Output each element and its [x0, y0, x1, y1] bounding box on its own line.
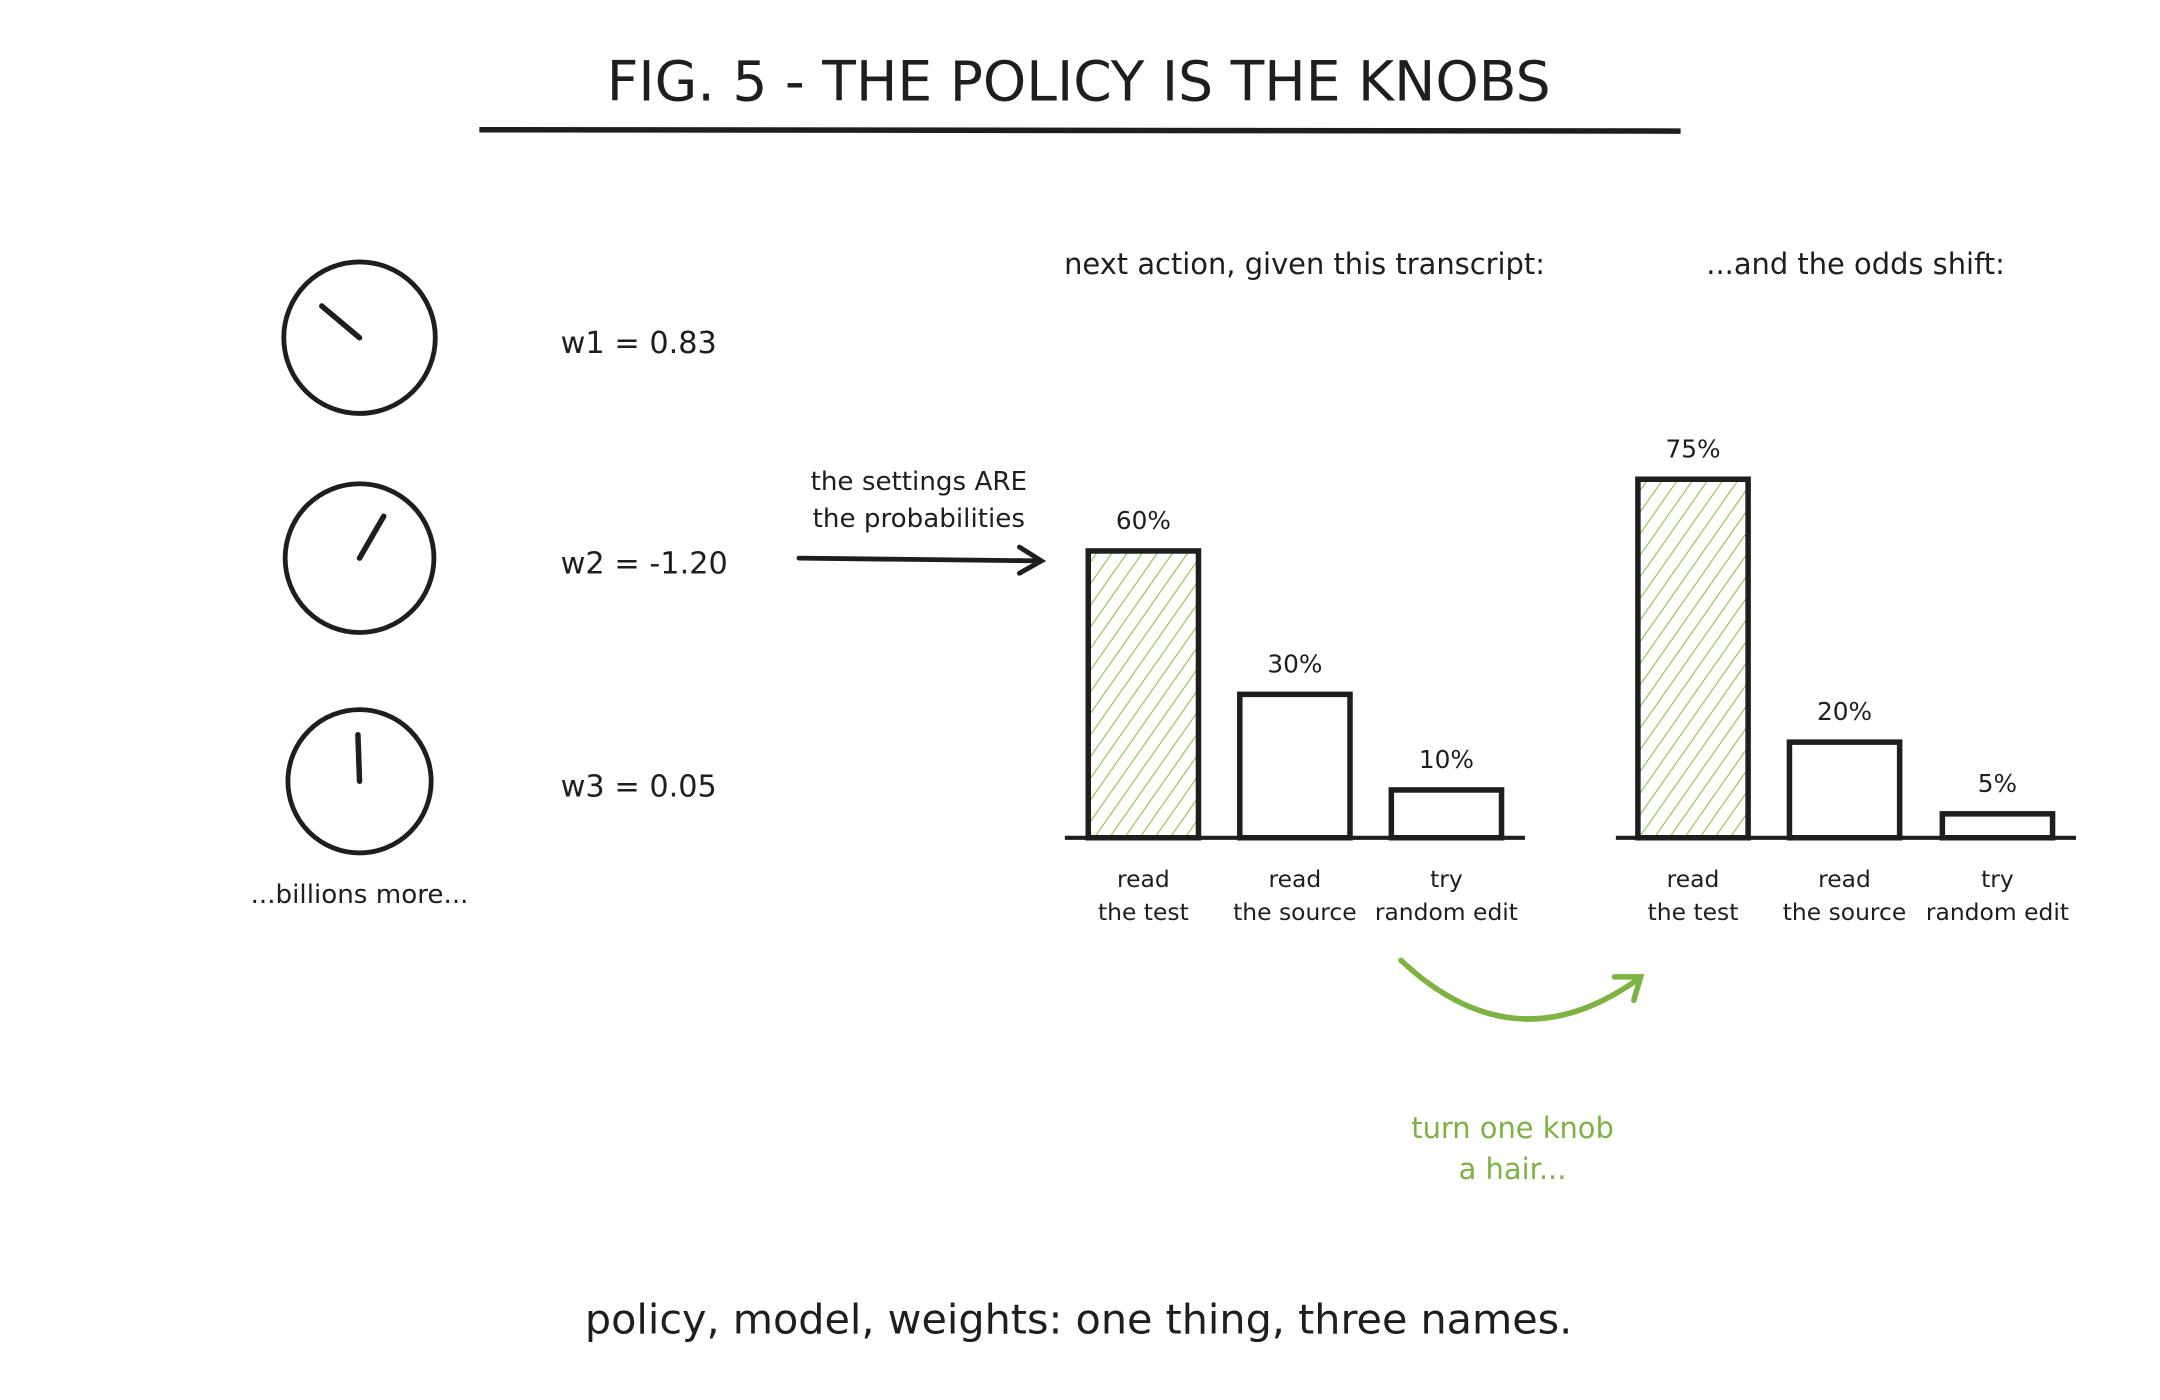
bar — [1388, 787, 1505, 841]
knob-label: w1 = 0.83 — [561, 326, 717, 361]
arrow — [796, 544, 1047, 576]
knob-label: w2 = -1.20 — [561, 547, 728, 582]
knob-needle — [355, 731, 363, 785]
arrow-note: the probabilities — [813, 504, 1025, 534]
knob — [281, 259, 438, 416]
title: FIG. 5 - THE POLICY IS THE KNOBS — [607, 50, 1551, 114]
green-arrow — [1398, 957, 1645, 1022]
category-label: read — [1269, 865, 1322, 893]
value-label: 60% — [1116, 506, 1171, 535]
knob — [285, 707, 434, 856]
value-label: 20% — [1817, 697, 1872, 726]
value-label: 75% — [1665, 434, 1720, 463]
bar — [1635, 476, 1751, 841]
category-label: try — [1430, 865, 1463, 893]
category-label: the source — [1233, 898, 1357, 926]
category-label: read — [1818, 865, 1871, 893]
chart-title: ...and the odds shift: — [1706, 247, 2005, 281]
bar — [1237, 691, 1353, 841]
title-underline — [479, 126, 1681, 134]
knob-needle — [319, 303, 363, 341]
value-label: 10% — [1419, 745, 1474, 774]
category-label: try — [1981, 865, 2014, 893]
chart-title: next action, given this transcript: — [1064, 247, 1545, 281]
knobs-more: ...billions more... — [251, 880, 469, 910]
category-label: the test — [1648, 898, 1739, 926]
category-label: read — [1117, 865, 1170, 893]
category-label: read — [1667, 865, 1720, 893]
change-note: a hair... — [1459, 1152, 1567, 1186]
category-label: random edit — [1926, 898, 2069, 926]
category-label: the source — [1783, 898, 1907, 926]
bar — [1085, 548, 1202, 841]
knob-needle — [356, 513, 387, 561]
category-label: random edit — [1375, 898, 1518, 926]
value-label: 30% — [1267, 649, 1322, 678]
knob — [282, 481, 437, 635]
bar — [1786, 739, 1903, 841]
footer: policy, model, weights: one thing, three… — [585, 1296, 1572, 1344]
knob-label: w3 = 0.05 — [561, 770, 717, 805]
value-label: 5% — [1978, 769, 2017, 798]
arrow-note: the settings ARE — [811, 467, 1027, 497]
change-note: turn one knob — [1411, 1111, 1614, 1145]
category-label: the test — [1098, 898, 1189, 926]
bar — [1939, 811, 2056, 841]
